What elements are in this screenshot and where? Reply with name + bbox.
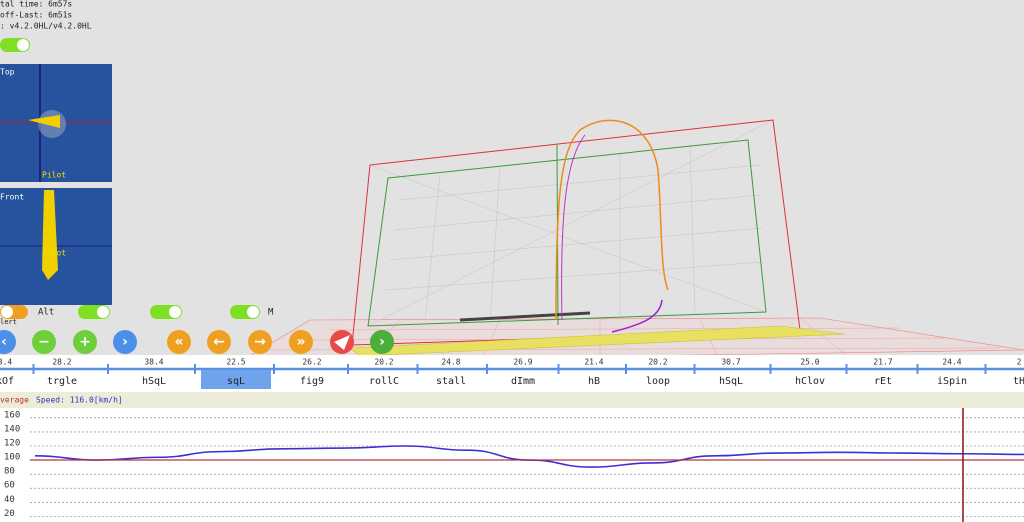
timeline-selected <box>201 370 271 389</box>
speed-label: verage <box>0 396 29 405</box>
svg-text:+: + <box>79 334 91 350</box>
button-go[interactable]: › <box>370 330 394 354</box>
svg-text:›: › <box>122 334 128 350</box>
timeline-name: sqL <box>227 376 245 387</box>
timeline-name: hSqL <box>719 376 743 387</box>
timeline-duration: 38.4 <box>144 358 163 367</box>
panel-pilot: Pilot <box>42 249 66 258</box>
button-back[interactable]: ← <box>207 330 231 354</box>
timeline-name: rollC <box>369 376 399 387</box>
button-plus[interactable]: + <box>73 330 97 354</box>
button-minus[interactable]: − <box>32 330 56 354</box>
header-line: : v4.2.0HL/v4.2.0HL <box>0 22 92 31</box>
toggle-label: M <box>268 308 274 318</box>
svg-text:←: ← <box>213 334 225 350</box>
panel-label: Front <box>0 193 24 202</box>
button-forward[interactable]: → <box>248 330 272 354</box>
timeline-name: hSqL <box>142 376 166 387</box>
toggle[interactable] <box>0 305 28 319</box>
timeline-name: fig9 <box>300 376 324 387</box>
timeline-duration: 24.8 <box>441 358 460 367</box>
timeline-name: rEt <box>874 376 892 387</box>
timeline-name: trgle <box>47 376 77 387</box>
svg-text:›: › <box>379 334 385 350</box>
svg-text:→: → <box>254 334 266 350</box>
speed-text: Speed: 116.0[km/h] <box>36 396 123 405</box>
top-view: Top Pilot <box>0 64 112 182</box>
svg-text:«: « <box>174 334 183 350</box>
toggle-label: lert <box>0 318 17 326</box>
header-line: off-Last: 6m51s <box>0 11 72 20</box>
timeline-name: tH <box>1013 376 1024 387</box>
front-view: Front Pilot <box>0 188 112 305</box>
panel-label: Top <box>0 68 15 77</box>
toggle-label: Alt <box>38 308 54 318</box>
timeline-duration: 20.2 <box>648 358 667 367</box>
timeline <box>0 355 1024 392</box>
y-tick-label: 40 <box>4 495 15 505</box>
timeline-duration: 28.2 <box>52 358 71 367</box>
button-next[interactable]: › <box>113 330 137 354</box>
timeline-duration: 2 <box>1017 358 1022 367</box>
timeline-duration: 24.4 <box>942 358 961 367</box>
timeline-duration: 25.0 <box>800 358 819 367</box>
svg-text:»: » <box>296 334 305 350</box>
y-tick-label: 60 <box>4 481 15 491</box>
timeline-name: stall <box>436 376 466 387</box>
toggle[interactable] <box>230 305 260 319</box>
timeline-duration: 26.9 <box>513 358 532 367</box>
button-last[interactable]: » <box>289 330 313 354</box>
timeline-duration: 21.4 <box>584 358 603 367</box>
timeline-duration: 3.4 <box>0 358 12 367</box>
toggle[interactable] <box>150 305 182 319</box>
timeline-name: hB <box>588 376 600 387</box>
button-send[interactable] <box>330 330 354 354</box>
panel-pilot: Pilot <box>42 171 66 180</box>
svg-text:−: − <box>38 334 50 350</box>
y-tick-label: 160 <box>4 410 20 420</box>
y-tick-label: 140 <box>4 424 20 434</box>
button-prev[interactable]: ‹ <box>0 330 16 354</box>
timeline-duration: 20.2 <box>374 358 393 367</box>
header-line: tal time: 6m57s <box>0 0 72 9</box>
timeline-name: kOf <box>0 376 14 387</box>
y-tick-label: 100 <box>4 453 20 463</box>
scene <box>238 119 1024 363</box>
y-tick-label: 120 <box>4 439 20 449</box>
timeline-duration: 21.7 <box>873 358 892 367</box>
speed-header <box>0 392 1024 408</box>
toggle[interactable] <box>0 38 30 52</box>
svg-text:‹: ‹ <box>1 334 7 350</box>
button-first[interactable]: « <box>167 330 191 354</box>
timeline-name: iSpin <box>937 376 967 387</box>
y-tick-label: 20 <box>4 509 15 519</box>
timeline-name: hClov <box>795 376 825 387</box>
toggle[interactable] <box>78 305 110 319</box>
speed-chart <box>0 408 1024 522</box>
timeline-duration: 30.7 <box>721 358 740 367</box>
timeline-duration: 26.2 <box>302 358 321 367</box>
timeline-name: loop <box>646 376 670 387</box>
y-tick-label: 80 <box>4 467 15 477</box>
timeline-name: dImm <box>511 376 535 387</box>
timeline-duration: 22.5 <box>226 358 245 367</box>
